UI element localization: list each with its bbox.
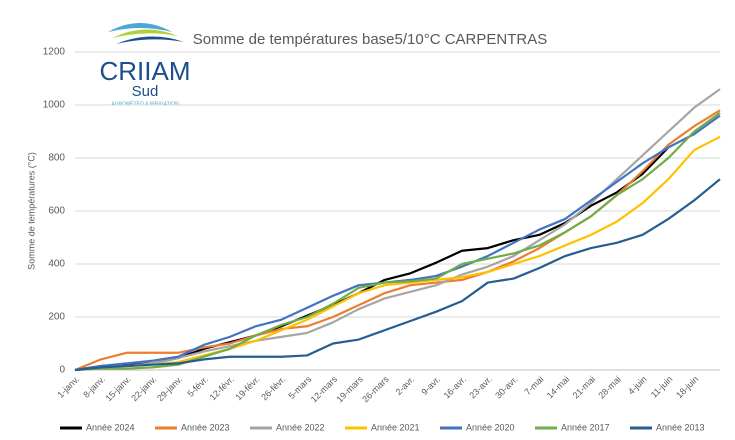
x-tick-label: 7-mai [523, 374, 546, 397]
logo: CRIIAM Sud AGROMÉTÉO & IRRIGATION [100, 23, 191, 107]
legend-label: Année 2024 [86, 422, 135, 432]
legend-label: Année 2021 [371, 422, 420, 432]
y-axis-label: Somme de températures (°C) [26, 152, 36, 270]
series-line [74, 88, 721, 372]
legend-label: Année 2023 [181, 422, 230, 432]
x-tick-label: 2-avr. [394, 374, 417, 397]
x-tick-label: 1-janv. [55, 374, 81, 400]
x-tick-label: 21-mai [571, 374, 598, 401]
logo-name: CRIIAM [100, 56, 191, 86]
x-tick-label: 19-févr. [233, 374, 261, 402]
x-tick-label: 29-janv. [155, 374, 184, 403]
series-line [74, 135, 721, 372]
series-line [74, 178, 721, 372]
x-tick-label: 28-mai [596, 374, 623, 401]
logo-region: Sud [132, 83, 159, 100]
x-tick-label: 11-juin [649, 374, 675, 400]
y-tick-label: 200 [48, 312, 65, 323]
x-tick-label: 19-mars [334, 374, 365, 405]
chart-title: Somme de températures base5/10°C CARPENT… [193, 31, 547, 48]
logo-wave [108, 23, 172, 32]
x-tick-label: 22-janv. [129, 374, 158, 403]
x-tick-label: 23-avr. [467, 374, 494, 401]
x-tick-label: 18-juin [674, 374, 700, 400]
y-tick-label: 400 [48, 259, 65, 270]
x-tick-label: 4-juin [626, 374, 649, 397]
y-tick-label: 0 [59, 365, 65, 376]
legend-label: Année 2013 [656, 422, 705, 432]
y-tick-label: 1200 [43, 47, 66, 58]
logo-tagline: AGROMÉTÉO & IRRIGATION [111, 100, 179, 107]
y-tick-label: 800 [48, 153, 65, 164]
series-line [74, 146, 670, 372]
legend-label: Année 2022 [276, 422, 325, 432]
x-tick-label: 9-avr. [419, 374, 442, 397]
x-tick-label: 16-avr. [442, 374, 469, 401]
series-line [74, 114, 721, 372]
x-tick-label: 26-mars [360, 374, 391, 405]
x-tick-label: 5-févr. [185, 374, 210, 399]
x-tick-label: 15-janv. [103, 374, 132, 403]
legend-label: Année 2020 [466, 422, 515, 432]
logo-wave [112, 29, 178, 38]
x-tick-label: 14-mai [545, 374, 572, 401]
x-tick-label: 30-avr. [493, 374, 520, 401]
logo-wave [116, 36, 184, 44]
x-tick-label: 26-févr. [259, 374, 287, 402]
y-tick-label: 600 [48, 206, 65, 217]
legend-label: Année 2017 [561, 422, 610, 432]
x-tick-label: 12-févr. [208, 374, 236, 402]
x-tick-label: 12-mars [309, 374, 340, 405]
y-tick-label: 1000 [43, 100, 66, 111]
